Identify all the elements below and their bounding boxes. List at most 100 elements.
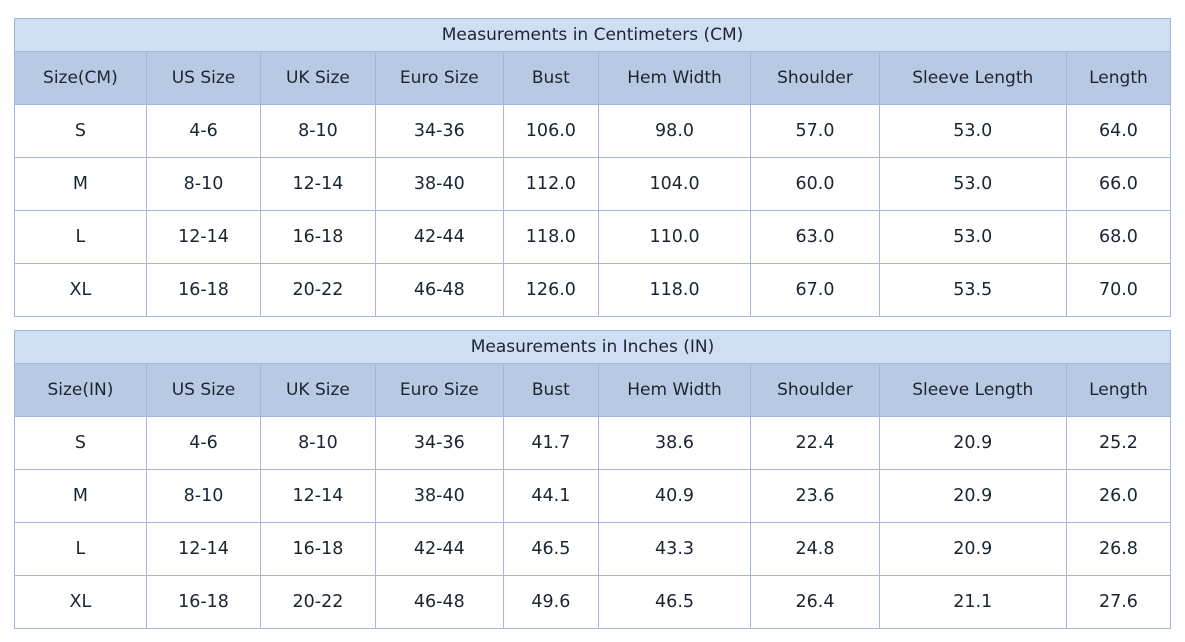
measurement-cell: 16-18 [145,575,262,629]
measurement-cell: 20.9 [878,522,1067,576]
measurement-cell: 20.9 [878,416,1067,470]
measurement-cell: 49.6 [502,575,599,629]
measurement-cell: 4-6 [145,104,262,158]
measurement-cell: 23.6 [750,469,880,523]
column-header: US Size [145,51,262,105]
measurement-cell: 126.0 [502,263,599,317]
column-header: Bust [502,51,599,105]
measurement-cell: 12-14 [260,469,376,523]
table-title: Measurements in Centimeters (CM) [14,18,1171,52]
measurement-cell: 104.0 [597,157,752,211]
measurement-cell: 34-36 [374,104,504,158]
in-table-row: M 8-10 12-14 38-40 44.1 40.9 23.6 20.9 26.0 [14,469,1172,523]
cm-table-row: XL 16-18 20-22 46-48 126.0 118.0 67.0 53.5 70.0 [14,263,1172,317]
measurement-cell: 4-6 [145,416,262,470]
measurement-cell: 16-18 [145,263,262,317]
measurement-cell: 42-44 [374,210,504,264]
in-table-row: XL 16-18 20-22 46-48 49.6 46.5 26.4 21.1 27.6 [14,575,1172,629]
column-header: Hem Width [597,363,752,417]
cm-table-row: L 12-14 16-18 42-44 118.0 110.0 63.0 53.0 68.0 [14,210,1172,264]
measurement-cell: 46-48 [374,575,504,629]
in-table-row: S 4-6 8-10 34-36 41.7 38.6 22.4 20.9 25.2 [14,416,1172,470]
measurement-cell: 63.0 [750,210,880,264]
measurement-cell: 12-14 [145,210,262,264]
measurement-cell: 38-40 [374,469,504,523]
measurement-cell: 16-18 [260,522,376,576]
measurement-cell: 24.8 [750,522,880,576]
measurement-cell: 8-10 [260,104,376,158]
column-header: Shoulder [750,363,880,417]
size-label-cell: S [14,416,147,470]
measurement-cell: 40.9 [597,469,752,523]
column-header: UK Size [260,363,376,417]
measurement-cell: 118.0 [597,263,752,317]
measurement-cell: 57.0 [750,104,880,158]
size-label-cell: M [14,157,147,211]
measurement-cell: 110.0 [597,210,752,264]
in-table-row: L 12-14 16-18 42-44 46.5 43.3 24.8 20.9 26.8 [14,522,1172,576]
measurement-cell: 98.0 [597,104,752,158]
measurement-cell: 8-10 [260,416,376,470]
measurement-cell: 16-18 [260,210,376,264]
column-header-row: Size(IN) US Size UK Size Euro Size Bust Hem W… [14,363,1172,417]
measurement-cell: 46-48 [374,263,504,317]
measurement-cell: 67.0 [750,263,880,317]
in-measurements-table: Measurements in Inches (IN) Size(IN) US Si… [14,330,1172,629]
size-label-cell: L [14,522,147,576]
measurement-cell: 53.0 [878,157,1067,211]
column-header: Size(CM) [14,51,147,105]
column-header: Shoulder [750,51,880,105]
column-header: Euro Size [374,363,504,417]
size-label-cell: S [14,104,147,158]
measurement-cell: 53.0 [878,210,1067,264]
measurement-cell: 20.9 [878,469,1067,523]
measurement-cell: 43.3 [597,522,752,576]
column-header: Bust [502,363,599,417]
measurement-cell: 21.1 [878,575,1067,629]
measurement-cell: 12-14 [145,522,262,576]
measurement-cell: 20-22 [260,575,376,629]
measurement-cell: 106.0 [502,104,599,158]
column-header: Sleeve Length [878,51,1067,105]
measurement-cell: 53.0 [878,104,1067,158]
measurement-cell: 112.0 [502,157,599,211]
measurement-cell: 34-36 [374,416,504,470]
measurement-cell: 12-14 [260,157,376,211]
column-header: UK Size [260,51,376,105]
measurement-cell: 118.0 [502,210,599,264]
column-header: Hem Width [597,51,752,105]
size-chart-page: Measurements in Centimeters (CM) Size(CM)… [14,18,1172,629]
column-header: Size(IN) [14,363,147,417]
table-title: Measurements in Inches (IN) [14,330,1171,364]
measurement-cell: 60.0 [750,157,880,211]
table-title-row: Measurements in Centimeters (CM) [14,18,1171,52]
size-label-cell: M [14,469,147,523]
measurement-cell: 53.5 [878,263,1067,317]
measurement-cell: 38-40 [374,157,504,211]
size-label-cell: XL [14,263,147,317]
measurement-cell: 46.5 [597,575,752,629]
column-header: Length [1065,51,1172,105]
measurement-cell: 42-44 [374,522,504,576]
measurement-cell: 66.0 [1065,157,1172,211]
cm-measurements-table: Measurements in Centimeters (CM) Size(CM)… [14,18,1172,317]
measurement-cell: 20-22 [260,263,376,317]
size-label-cell: XL [14,575,147,629]
measurement-cell: 22.4 [750,416,880,470]
measurement-cell: 26.4 [750,575,880,629]
column-header-row: Size(CM) US Size UK Size Euro Size Bust Hem W… [14,51,1172,105]
cm-table-row: S 4-6 8-10 34-36 106.0 98.0 57.0 53.0 64.0 [14,104,1172,158]
measurement-cell: 41.7 [502,416,599,470]
column-header: Length [1065,363,1172,417]
column-header: Sleeve Length [878,363,1067,417]
measurement-cell: 27.6 [1065,575,1172,629]
measurement-cell: 46.5 [502,522,599,576]
measurement-cell: 64.0 [1065,104,1172,158]
column-header: US Size [145,363,262,417]
measurement-cell: 8-10 [145,157,262,211]
cm-table-row: M 8-10 12-14 38-40 112.0 104.0 60.0 53.0 66.0 [14,157,1172,211]
measurement-cell: 68.0 [1065,210,1172,264]
measurement-cell: 8-10 [145,469,262,523]
measurement-cell: 70.0 [1065,263,1172,317]
table-title-row: Measurements in Inches (IN) [14,330,1171,364]
